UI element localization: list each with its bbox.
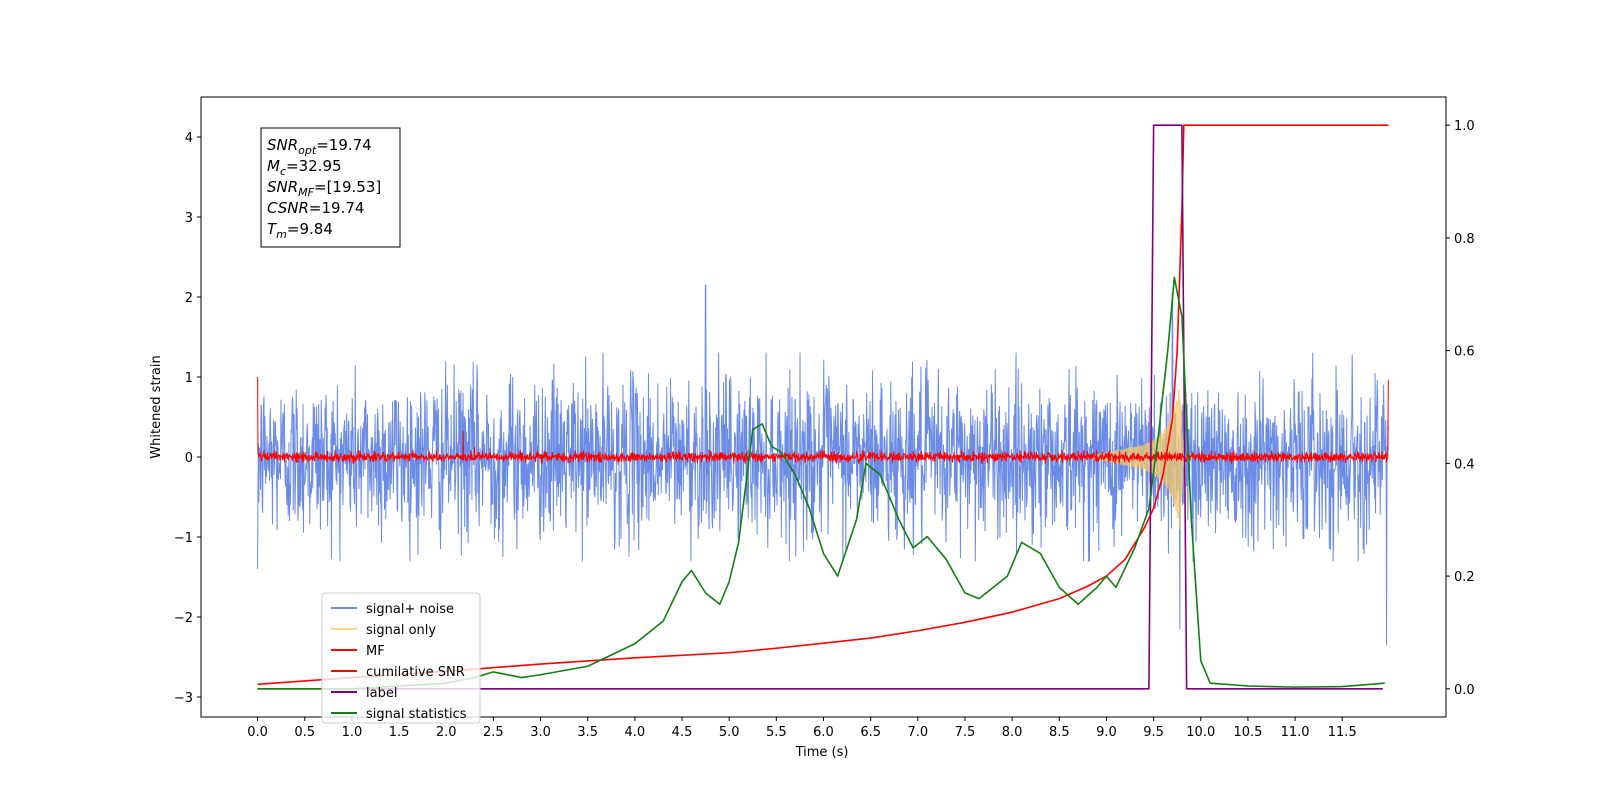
legend: signal+ noise signal only MF cumilative SNR… [321, 592, 481, 724]
y-left-tick-label: −1 [174, 531, 193, 546]
x-tick-label: 6.0 [813, 725, 834, 740]
y-left-tick-label: −2 [174, 611, 193, 626]
y-left-tick-label: −3 [174, 691, 193, 706]
legend-frame [321, 592, 481, 724]
y-right-tick-label: 0.2 [1454, 570, 1475, 585]
legend-label: signal statistics [366, 707, 467, 722]
x-tick-label: 9.0 [1096, 725, 1117, 740]
x-tick-label: 9.5 [1143, 725, 1164, 740]
x-axis: 0.0 0.5 1.0 1.5 2.0 2.5 3.0 3.5 4.0 4.5 5.0 5.5 6.0 6… [247, 717, 1357, 740]
y-left-tick-label: 2 [185, 291, 193, 306]
x-tick-label: 5.0 [719, 725, 740, 740]
series-line-signal-statistics [257, 276, 1385, 690]
info-line: Mc=32.95 [267, 157, 342, 178]
legend-label: MF [366, 644, 385, 659]
x-tick-label: 10.0 [1186, 725, 1215, 740]
x-tick-label: 11.5 [1328, 725, 1357, 740]
series-layer [257, 124, 1389, 690]
legend-label: signal only [366, 623, 436, 638]
x-tick-label: 2.0 [436, 725, 457, 740]
x-tick-label: 11.0 [1281, 725, 1310, 740]
y-right-tick-label: 0.4 [1454, 457, 1475, 472]
x-tick-label: 4.0 [625, 725, 646, 740]
x-tick-label: 1.5 [389, 725, 410, 740]
y-right-tick-label: 0.0 [1454, 683, 1475, 698]
x-tick-label: 6.5 [860, 725, 881, 740]
info-line: SNRMF=[19.53] [267, 178, 381, 199]
y-axis-left: −3 −2 −1 0 1 2 3 4 [174, 131, 201, 706]
info-line: CSNR=19.74 [267, 199, 364, 217]
info-line: SNRopt=19.74 [267, 136, 372, 157]
x-tick-label: 3.5 [577, 725, 598, 740]
y-left-tick-label: 1 [185, 371, 193, 386]
series-line-cumilative-snr [257, 124, 1389, 686]
y-right-tick-label: 1.0 [1454, 119, 1475, 134]
x-tick-label: 0.5 [294, 725, 315, 740]
info-box-frame [260, 127, 401, 248]
y-axis-right: 0.0 0.2 0.4 0.6 0.8 1.0 [1446, 119, 1475, 698]
y-left-tick-label: 4 [185, 131, 193, 146]
legend-label: signal+ noise [366, 602, 454, 617]
info-box: SNRopt=19.74Mc=32.95SNRMF=[19.53]CSNR=19… [260, 127, 401, 248]
x-tick-label: 7.5 [955, 725, 976, 740]
x-tick-label: 5.5 [766, 725, 787, 740]
x-tick-label: 8.5 [1049, 725, 1070, 740]
legend-label: cumilative SNR [366, 665, 465, 680]
y-axis-label: Whitened strain [149, 355, 164, 458]
y-left-tick-label: 0 [185, 451, 193, 466]
x-tick-label: 1.0 [342, 725, 363, 740]
series-line-label [257, 124, 1383, 690]
y-right-tick-label: 0.8 [1454, 232, 1475, 247]
series-line-mf [257, 376, 1389, 464]
y-left-tick-label: 3 [185, 211, 193, 226]
x-tick-label: 7.0 [907, 725, 928, 740]
x-tick-label: 0.0 [247, 725, 268, 740]
x-tick-label: 8.0 [1002, 725, 1023, 740]
y-right-tick-label: 0.6 [1454, 345, 1475, 360]
x-tick-label: 3.0 [530, 725, 551, 740]
series-line-signal-noise [257, 284, 1389, 646]
x-axis-label: Time (s) [795, 745, 849, 760]
legend-label: label [366, 686, 397, 701]
info-line: Tm=9.84 [267, 220, 333, 241]
x-tick-label: 4.5 [672, 725, 693, 740]
x-tick-label: 2.5 [483, 725, 504, 740]
x-tick-label: 10.5 [1233, 725, 1262, 740]
